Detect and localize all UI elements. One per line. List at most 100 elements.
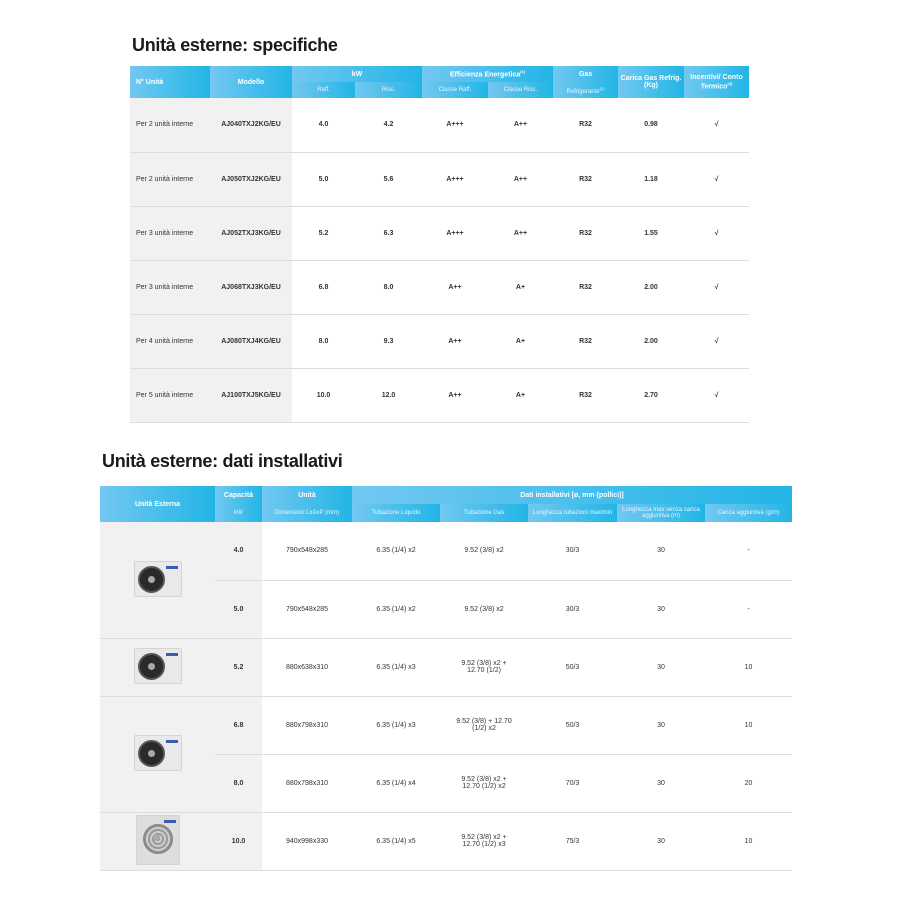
cell-classe-risc: A++ (488, 98, 553, 153)
cell-raff: 5.0 (292, 152, 355, 207)
cell-gas: R32 (553, 314, 618, 369)
cell-classe-raff: A+++ (422, 152, 488, 207)
cell-classe-risc: A++ (488, 152, 553, 207)
brand-logo (163, 820, 176, 823)
cell-kw: 8.0 (215, 754, 262, 813)
fan-icon (137, 740, 165, 767)
header-dati-installativi: Dati installativi [ø, mm (pollici)] (352, 486, 793, 504)
cell-incentivi: √ (684, 368, 749, 423)
header-carica-gas: Carica Gas Refrig. (Kg) (618, 66, 684, 98)
outdoor-unit-image (133, 648, 182, 684)
section-title-dati-installativi: Unità esterne: dati installativi (102, 451, 343, 471)
fan-icon (142, 824, 173, 854)
cell-raff: 10.0 (292, 368, 355, 423)
table-row: Per 2 unità interne AJ040TXJ2KG/EU 4.0 4.2 A… (130, 98, 749, 153)
header-capacita: Capacità (215, 486, 262, 504)
cell-raff: 5.2 (292, 206, 355, 261)
header-tubazione-gas: Tubazione Gas (440, 504, 528, 522)
cell-lunghezza: 50/3 (528, 696, 617, 755)
header-n-unita: N° Unità (130, 66, 210, 98)
header-raff: Raff. (292, 82, 355, 98)
cell-classe-raff: A+++ (422, 206, 488, 261)
cell-gas: R32 (553, 260, 618, 315)
cell-risc: 4.2 (355, 98, 422, 153)
unit-image-cell (100, 696, 215, 813)
header-tubazione-liquido: Tubazione Liquido (352, 504, 440, 522)
cell-tubazione-gas: 9.52 (3/8) x2 (440, 522, 528, 581)
cell-gas: R32 (553, 152, 618, 207)
cell-tubazione-liquido: 6.35 (1/4) x5 (352, 812, 440, 871)
header-kw: kW (292, 66, 422, 82)
cell-tubazione-gas: 9.52 (3/8) x2 + 12.70 (1/2) x2 (440, 754, 528, 813)
table-row: Per 5 unità interne AJ100TXJ5KG/EU 10.0 12.… (130, 368, 749, 423)
cell-raff: 4.0 (292, 98, 355, 153)
brand-logo (165, 653, 178, 656)
cell-tubazione-gas: 9.52 (3/8) x2 + 12.70 (1/2) x3 (440, 812, 528, 871)
table-row: 6.8 880x798x310 6.35 (1/4) x3 9.52 (3/8) + … (100, 696, 793, 813)
unit-image-cell (100, 522, 215, 639)
header-refrigerante: Refrigerante(2) (553, 82, 618, 98)
unit-image-cell (100, 812, 215, 871)
cell-kw: 5.0 (215, 580, 262, 639)
cell-n-unita: Per 5 unità interne (130, 368, 210, 423)
cell-incentivi: √ (684, 152, 749, 207)
cell-n-unita: Per 2 unità interne (130, 152, 210, 207)
cell-classe-raff: A++ (422, 314, 488, 369)
header-carica-aggiuntiva: Carica aggiuntiva (g/m) (705, 504, 793, 522)
cell-tubazione-gas: 9.52 (3/8) x2 + 12.70 (1/2) (440, 638, 528, 697)
cell-dimensioni: 790x548x285 (262, 580, 352, 639)
cell-n-unita: Per 4 unità interne (130, 314, 210, 369)
cell-n-unita: Per 3 unità interne (130, 206, 210, 261)
header-gas: Gas (553, 66, 618, 82)
cell-lunghezza: 70/3 (528, 754, 617, 813)
cell-lunghezza-max: 30 (617, 754, 705, 813)
table-row: Per 3 unità interne AJ052TXJ3KG/EU 5.2 6.3 A… (130, 206, 749, 261)
cell-incentivi: √ (684, 98, 749, 153)
outdoor-unit-image (133, 560, 182, 597)
cell-carica: 10 (705, 812, 793, 871)
cell-n-unita: Per 2 unità interne (130, 98, 210, 153)
cell-risc: 12.0 (355, 368, 422, 423)
cell-lunghezza: 75/3 (528, 812, 617, 871)
table-row: Per 3 unità interne AJ068TXJ3KG/EU 6.8 8.0 A… (130, 260, 749, 315)
cell-risc: 9.3 (355, 314, 422, 369)
cell-tubazione-liquido: 6.35 (1/4) x4 (352, 754, 440, 813)
brand-logo (165, 565, 178, 569)
cell-lunghezza: 50/3 (528, 638, 617, 697)
header-lunghezza: Lunghezza tubazioni max/min (528, 504, 617, 522)
cell-risc: 5.6 (355, 152, 422, 207)
outdoor-unit-image (133, 735, 182, 771)
cell-carica: - (705, 580, 793, 639)
cell-lunghezza-max: 30 (617, 522, 705, 581)
cell-carica: 0.98 (618, 98, 684, 153)
header-classe-raff: Classe Raff. (422, 82, 488, 98)
cell-dimensioni: 880x638x310 (262, 638, 352, 697)
cell-kw: 10.0 (215, 812, 262, 871)
cell-tubazione-liquido: 6.35 (1/4) x2 (352, 522, 440, 581)
cell-tubazione-gas: 9.52 (3/8) x2 (440, 580, 528, 639)
cell-classe-raff: A++ (422, 260, 488, 315)
cell-gas: R32 (553, 368, 618, 423)
cell-gas: R32 (553, 98, 618, 153)
cell-raff: 6.8 (292, 260, 355, 315)
header-incentivi: Incentivi/ Conto Termico(3) (684, 66, 749, 98)
cell-tubazione-liquido: 6.35 (1/4) x3 (352, 638, 440, 697)
cell-modello: AJ100TXJ5KG/EU (210, 368, 292, 423)
table-row: 8.0 880x798x310 6.35 (1/4) x4 9.52 (3/8) x2… (100, 754, 793, 813)
header-classe-risc: Classe Risc. (488, 82, 553, 98)
table-row: Per 4 unità interne AJ080TXJ4KG/EU 8.0 9.3 A… (130, 314, 749, 369)
cell-n-unita: Per 3 unità interne (130, 260, 210, 315)
installation-table: Unità Esterna Capacità Unità Dati instal… (100, 486, 793, 871)
unit-image-cell (100, 638, 215, 697)
cell-carica: 10 (705, 696, 793, 755)
cell-carica: 2.00 (618, 314, 684, 369)
cell-tubazione-liquido: 6.35 (1/4) x2 (352, 580, 440, 639)
cell-lunghezza-max: 30 (617, 638, 705, 697)
specifications-table: N° Unità Modello kW Efficienza Energetic… (130, 66, 749, 423)
cell-modello: AJ040TXJ2KG/EU (210, 98, 292, 153)
cell-carica: 20 (705, 754, 793, 813)
cell-gas: R32 (553, 206, 618, 261)
table-row: 10.0 940x998x330 6.35 (1/4) x5 9.52 (3/8) x… (100, 812, 793, 871)
cell-dimensioni: 880x798x310 (262, 754, 352, 813)
cell-lunghezza: 30/3 (528, 522, 617, 581)
